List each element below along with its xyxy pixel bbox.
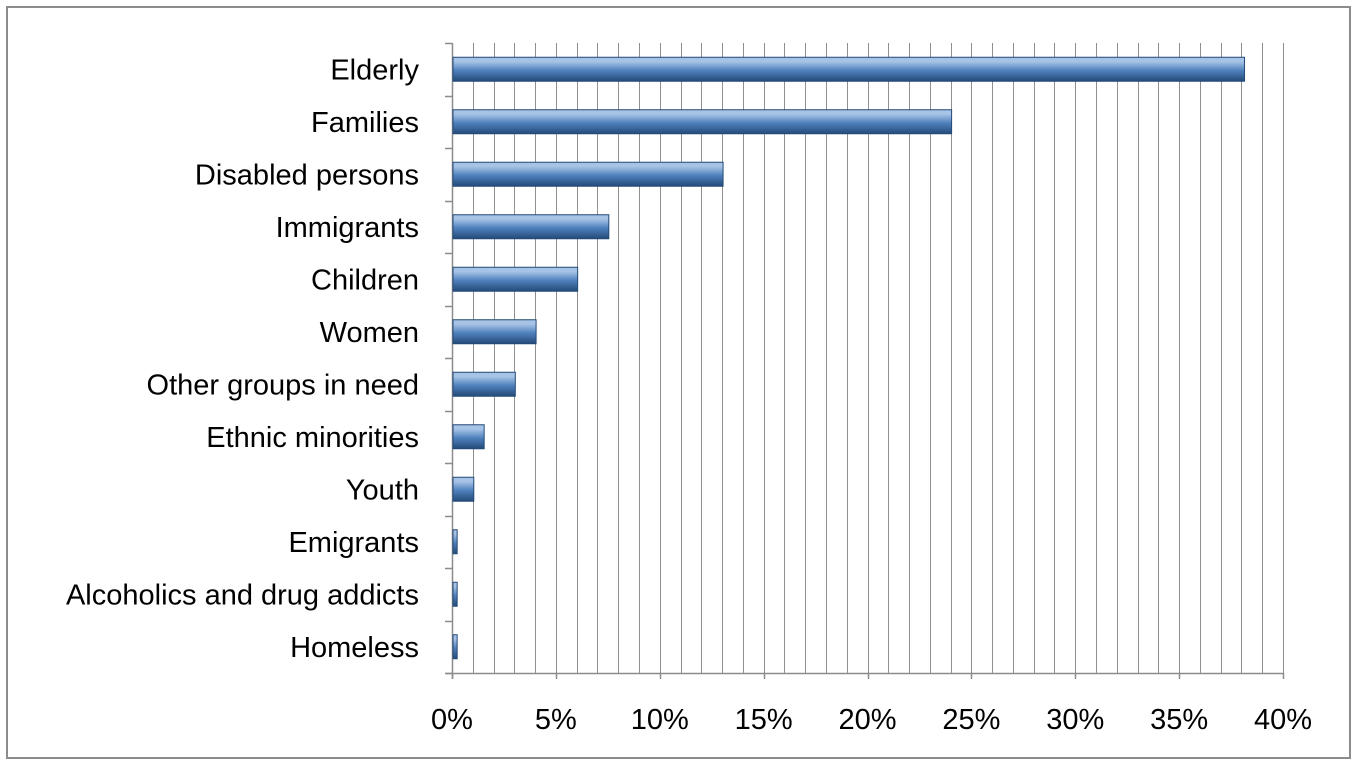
category-label: Women bbox=[320, 317, 419, 349]
category-labels: Elderly Families Disabled persons Immigrant… bbox=[66, 54, 420, 664]
category-label: Emigrants bbox=[288, 527, 419, 559]
category-label: Other groups in need bbox=[147, 369, 419, 401]
category-label: Youth bbox=[346, 474, 419, 506]
category-label: Ethnic minorities bbox=[206, 422, 419, 454]
axes bbox=[445, 42, 1285, 679]
category-label: Immigrants bbox=[276, 212, 419, 244]
bar bbox=[452, 424, 485, 450]
bar bbox=[452, 476, 475, 502]
bar bbox=[452, 266, 579, 292]
category-label: Elderly bbox=[330, 54, 419, 86]
bar bbox=[452, 214, 610, 240]
x-tick-label: 15% bbox=[735, 704, 793, 736]
category-label: Disabled persons bbox=[195, 159, 419, 191]
x-tick-label: 35% bbox=[1150, 704, 1208, 736]
x-tick-label: 25% bbox=[942, 704, 1000, 736]
x-tick-label: 30% bbox=[1046, 704, 1104, 736]
bar bbox=[452, 319, 537, 345]
category-label: Alcoholics and drug addicts bbox=[66, 579, 419, 611]
category-label: Children bbox=[311, 264, 419, 296]
x-tick-label: 10% bbox=[631, 704, 689, 736]
bar bbox=[452, 581, 458, 607]
gridlines bbox=[473, 43, 1284, 673]
category-label: Homeless bbox=[290, 632, 419, 664]
x-tick-label: 40% bbox=[1254, 704, 1312, 736]
bar bbox=[452, 161, 724, 187]
x-tick-labels: 0% 5% 10% 15% 20% 25% 30% 35% 40% bbox=[431, 704, 1312, 736]
x-tick-label: 5% bbox=[535, 704, 577, 736]
bar bbox=[452, 529, 458, 555]
x-tick-label: 20% bbox=[838, 704, 896, 736]
bar bbox=[452, 634, 458, 660]
bars bbox=[452, 56, 1246, 660]
bar bbox=[452, 56, 1246, 82]
bar bbox=[452, 371, 516, 397]
category-label: Families bbox=[311, 107, 419, 139]
x-tick-label: 0% bbox=[431, 704, 473, 736]
bar bbox=[452, 109, 953, 135]
